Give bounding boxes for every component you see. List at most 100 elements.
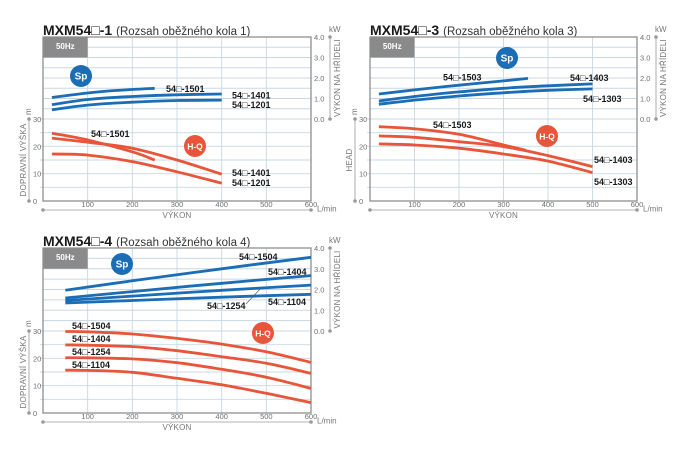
chart-title: MXM54□-3 (Rozsah oběžného kola 3)	[370, 22, 578, 38]
chart-title-subtitle: (Rozsah oběžného kola 4)	[116, 237, 250, 249]
right-tick-label: 1.0	[314, 306, 324, 315]
x-tick-label: 300	[171, 200, 184, 209]
power-badge	[70, 65, 92, 87]
power-badge-label: Sp	[75, 72, 88, 83]
plot-frame	[369, 36, 638, 202]
frequency-badge	[370, 37, 415, 58]
x-axis-unit: L/min	[317, 417, 337, 426]
power-curve-label: 54□-1104	[268, 297, 306, 307]
head-badge-label: H-Q	[255, 329, 271, 339]
head-curve-label: 54□-1254	[72, 347, 110, 357]
head-curve-label: 54□-1504	[72, 321, 110, 331]
power-curve	[65, 292, 312, 305]
power-curve	[65, 283, 312, 302]
head-badge	[252, 322, 274, 344]
axis-dot	[635, 208, 639, 212]
axis-dot	[41, 208, 45, 212]
head-curve-label: 54□-1303	[594, 177, 632, 187]
left-tick-label: 10	[33, 170, 41, 179]
x-tick-label: 600	[305, 412, 318, 421]
left-tick-label: 0	[33, 197, 37, 206]
head-curve	[51, 152, 223, 185]
power-curve	[65, 274, 312, 300]
plot-frame	[42, 247, 312, 414]
left-tick-label: 10	[359, 170, 367, 179]
left-tick-label: 20	[33, 142, 41, 151]
right-tick-label: 4.0	[314, 244, 324, 253]
left-tick-label: 30	[33, 115, 41, 124]
x-tick-label: 500	[260, 412, 273, 421]
power-curve	[378, 82, 593, 103]
right-tick-label: 3.0	[640, 54, 650, 63]
x-tick-label: 400	[215, 412, 228, 421]
x-tick-label: 100	[81, 412, 94, 421]
power-curve	[65, 255, 312, 292]
head-curve	[378, 142, 593, 174]
x-tick-label: 600	[631, 200, 644, 209]
left-tick-label: 30	[33, 327, 41, 336]
left-axis-label: DOPRAVNÍ VÝŠKA	[19, 123, 28, 196]
right-axis-unit: kW	[329, 25, 341, 34]
grid	[40, 37, 311, 201]
head-curve-label: 54□-1104	[72, 360, 110, 370]
power-curve-label: 54□-1501	[166, 84, 204, 94]
frequency-badge-label: 50Hz	[56, 42, 75, 51]
power-curve	[51, 86, 155, 99]
head-curve	[65, 330, 312, 364]
x-axis-label: VÝKON	[489, 211, 518, 220]
left-tick-label: 0	[33, 409, 37, 418]
axis-dot	[41, 420, 45, 424]
head-curve	[65, 356, 312, 390]
chart-title-model: MXM54□-4	[43, 233, 112, 249]
chart-1: MXM54□-1 (Rozsah oběžného kola 1) 50Hz 0 10 2…	[19, 22, 342, 220]
x-tick-label: 200	[453, 200, 466, 209]
right-tick-label: 0.0	[314, 327, 324, 336]
left-axis-label: HEAD	[345, 148, 354, 171]
power-badge	[111, 253, 133, 275]
x-axis-label: VÝKON	[162, 211, 191, 220]
head-badge-label: H-Q	[539, 132, 555, 142]
x-tick-label: 400	[215, 200, 228, 209]
right-tick-label: 4.0	[314, 33, 324, 42]
axis-dot	[328, 117, 332, 121]
right-tick-label: 2.0	[314, 286, 324, 295]
axis-dot	[654, 117, 658, 121]
axis-dot	[27, 411, 31, 415]
head-curve-label: 54□-1404	[72, 334, 110, 344]
right-axis-label: VÝKON NA HŘÍDELI	[333, 251, 342, 329]
axis-dot	[353, 199, 357, 203]
frequency-badge-label: 50Hz	[56, 253, 75, 262]
power-curve	[51, 98, 222, 112]
left-tick-label: 20	[359, 142, 367, 151]
x-tick-label: 100	[81, 200, 94, 209]
left-axis-label: DOPRAVNÍ VÝŠKA	[19, 335, 28, 408]
x-tick-label: 300	[497, 200, 510, 209]
right-tick-label: 3.0	[314, 265, 324, 274]
left-axis-unit: m	[24, 320, 33, 327]
x-tick-label: 600	[305, 200, 318, 209]
frequency-badge-label: 50Hz	[383, 42, 402, 51]
power-curve	[378, 87, 593, 106]
power-curve-label: 54□-1403	[570, 73, 608, 83]
label-leader-line	[245, 286, 263, 305]
chart-title-subtitle: (Rozsah oběžného kola 1)	[116, 26, 250, 38]
head-badge	[536, 125, 558, 147]
left-axis-unit: m	[24, 108, 33, 115]
axis-dot	[368, 208, 372, 212]
head-badge-label: H-Q	[187, 142, 203, 152]
chart-title-model: MXM54□-1	[43, 22, 112, 38]
axis-dot	[654, 35, 658, 39]
plot-frame	[42, 36, 312, 202]
head-curve-label: 54□-1201	[232, 178, 270, 188]
x-axis-unit: L/min	[643, 205, 663, 214]
right-tick-label: 1.0	[640, 95, 650, 104]
x-axis-unit: L/min	[317, 205, 337, 214]
power-curve-label: 54□-1201	[232, 100, 270, 110]
left-tick-label: 0	[359, 197, 363, 206]
right-tick-label: 1.0	[314, 95, 324, 104]
chart-title-model: MXM54□-3	[370, 22, 439, 38]
chart-2: MXM54□-3 (Rozsah oběžného kola 3) 50Hz 0 10 2…	[345, 22, 668, 220]
power-curve-label: 54□-1401	[232, 91, 270, 101]
head-curve-label: 54□-1403	[594, 155, 632, 165]
